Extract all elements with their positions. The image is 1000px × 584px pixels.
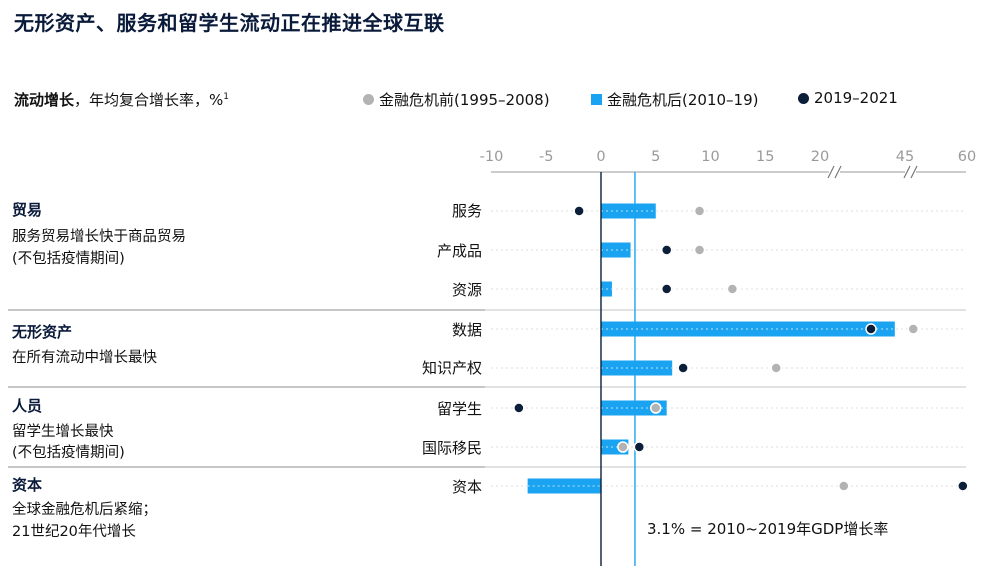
blue-square-icon <box>591 94 602 105</box>
legend-post-crisis-label: 金融危机后(2010–19) <box>607 91 759 109</box>
group-people-name: 人员 <box>12 397 43 415</box>
dot-2019-2021 <box>865 323 877 335</box>
legend-post-crisis: 金融危机后(2010–19) <box>591 89 758 110</box>
axis-break-mark <box>910 165 918 179</box>
dot-2019-2021 <box>660 244 673 256</box>
row-label: 留学生 <box>436 400 482 418</box>
row-label: 知识产权 <box>421 359 482 377</box>
chart-subtitle: 流动增长，年均复合增长率，%1 <box>14 89 229 110</box>
dot-2019-2021 <box>660 283 673 295</box>
group-capital-desc-2: 21世纪20年代增长 <box>12 524 136 540</box>
x-tick-label: 10 <box>701 149 719 165</box>
dot-2019-2021 <box>957 480 969 492</box>
bar-post-crisis <box>601 203 656 219</box>
axis-break-mark <box>827 165 835 179</box>
bar-post-crisis <box>601 400 667 416</box>
reference-line-label: 3.1% = 2010~2019年GDP增长率 <box>647 520 888 538</box>
x-tick-label: 45 <box>896 149 914 165</box>
bar-post-crisis <box>601 242 631 258</box>
dot-pre-crisis <box>726 283 739 295</box>
dot-pre-crisis <box>770 362 782 374</box>
group-trade-desc-1: 服务贸易增长快于商品贸易 <box>12 229 186 245</box>
legend-pre-crisis: 金融危机前(1995–2008) <box>363 89 550 110</box>
grey-dot-icon <box>363 94 374 105</box>
legend-2019-2021: 2019–2021 <box>798 89 898 107</box>
subtitle-rest: ，年均复合增长率，% <box>74 91 224 109</box>
legend-2019-2021-label: 2019–2021 <box>814 89 898 107</box>
row-label: 产成品 <box>436 242 482 260</box>
dot-pre-crisis <box>693 244 706 256</box>
group-people-desc-1: 留学生增长最快 <box>12 424 114 440</box>
legend-pre-crisis-label: 金融危机前(1995–2008) <box>379 91 550 109</box>
subtitle-bold: 流动增长 <box>14 91 75 109</box>
dot-pre-crisis <box>650 402 662 414</box>
row-label: 国际移民 <box>421 439 482 457</box>
x-tick-label: 5 <box>651 149 660 165</box>
dot-2019-2021 <box>677 362 689 374</box>
x-tick-label: -5 <box>539 149 553 165</box>
footnote-mark: 1 <box>223 92 230 102</box>
x-tick-label: 60 <box>958 149 976 165</box>
dot-2019-2021 <box>633 441 646 453</box>
axis-break-gap <box>829 168 840 176</box>
group-trade-name: 贸易 <box>12 201 43 219</box>
dot-pre-crisis <box>693 205 706 217</box>
x-tick-label: -10 <box>480 149 504 165</box>
dot-2019-2021 <box>513 402 525 414</box>
x-tick-label: 15 <box>756 149 774 165</box>
dot-pre-crisis <box>907 323 920 335</box>
axis-break-gap <box>905 168 916 176</box>
x-tick-label: 20 <box>811 149 829 165</box>
group-intangibles-desc-1: 在所有流动中增长最快 <box>12 350 157 366</box>
x-tick-label: 0 <box>596 149 605 165</box>
axis-break-mark <box>903 165 911 179</box>
dot-pre-crisis <box>617 441 629 453</box>
row-label: 数据 <box>451 321 482 339</box>
group-capital-desc-1: 全球金融危机后紧缩； <box>12 502 157 518</box>
row-label: 资本 <box>451 478 482 496</box>
row-label: 资源 <box>451 281 482 299</box>
axis-break-mark <box>834 165 842 179</box>
group-capital-name: 资本 <box>12 476 43 494</box>
group-trade-desc-2: (不包括疫情期间) <box>12 251 125 267</box>
navy-dot-icon <box>798 92 809 104</box>
dot-pre-crisis <box>838 480 850 492</box>
group-intangibles-name: 无形资产 <box>12 323 73 341</box>
chart-title: 无形资产、服务和留学生流动正在推进全球互联 <box>14 11 445 35</box>
group-people-desc-2: (不包括疫情期间) <box>12 445 125 461</box>
row-label: 服务 <box>451 202 482 220</box>
dot-2019-2021 <box>573 205 585 217</box>
